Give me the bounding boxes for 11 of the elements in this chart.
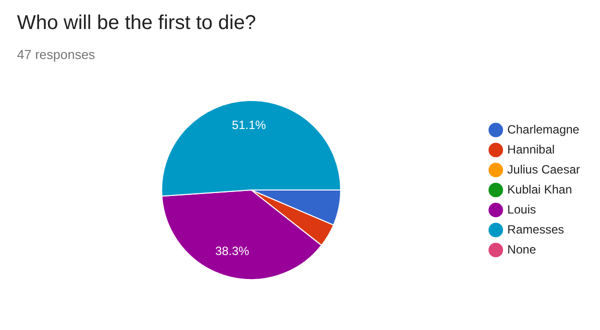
legend-label: Hannibal [507, 142, 555, 156]
chart-title: Who will be the first to die? [17, 12, 256, 35]
legend-label: Kublai Khan [507, 182, 572, 196]
legend-label: Ramesses [507, 222, 564, 236]
legend-label: Julius Caesar [507, 162, 580, 176]
legend-label: Louis [507, 202, 536, 216]
data-label: 51.1% [232, 118, 266, 132]
legend-label: Charlemagne [507, 122, 580, 136]
text: 47 responses [17, 47, 96, 62]
legend-label: None [507, 242, 536, 256]
data-label: 38.3% [215, 244, 250, 258]
